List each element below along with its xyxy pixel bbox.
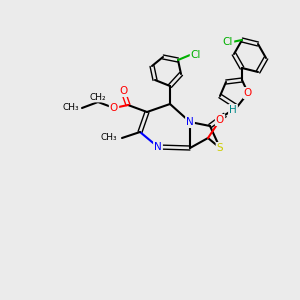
Text: O: O — [216, 115, 224, 125]
Text: Cl: Cl — [223, 37, 233, 47]
Text: O: O — [110, 103, 118, 113]
Text: CH₃: CH₃ — [62, 103, 79, 112]
Text: O: O — [244, 88, 252, 98]
Text: N: N — [154, 142, 162, 152]
Text: H: H — [229, 105, 237, 115]
Text: S: S — [217, 143, 223, 153]
Text: O: O — [119, 86, 127, 96]
Text: Cl: Cl — [191, 50, 201, 60]
Text: CH₂: CH₂ — [90, 92, 106, 101]
Text: CH₃: CH₃ — [100, 134, 117, 142]
Text: N: N — [186, 117, 194, 127]
